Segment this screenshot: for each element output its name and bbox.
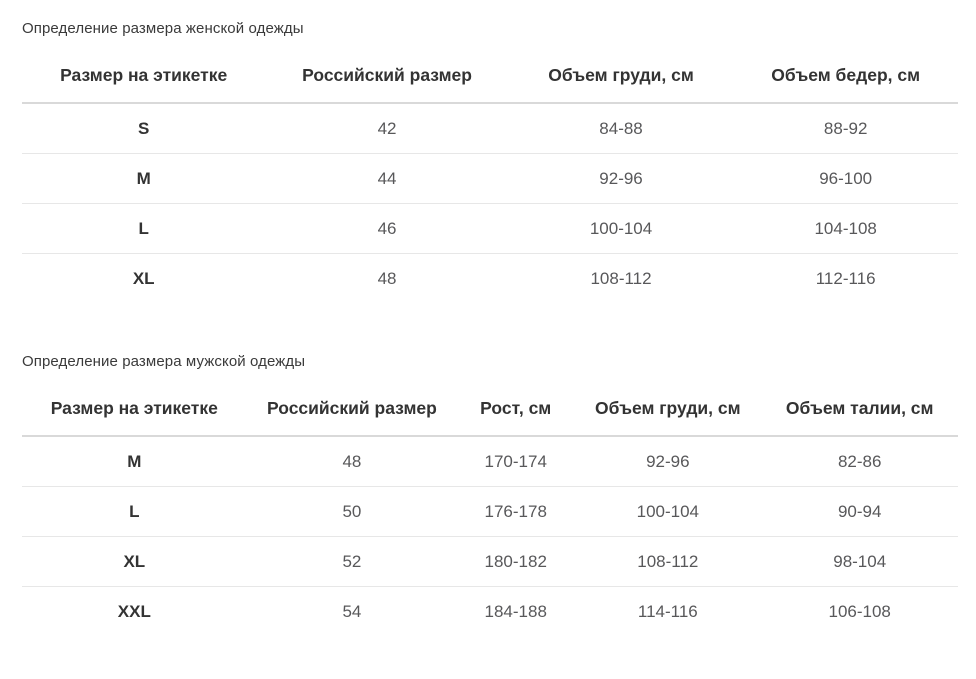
table-row: XL 48 108-112 112-116 (22, 253, 958, 303)
col-header-chest: Объем груди, см (574, 386, 762, 437)
value-cell: 82-86 (837, 451, 882, 471)
value-cell: 50 (246, 486, 458, 537)
col-header-chest: Объем груди, см (508, 53, 734, 104)
women-size-table: Размер на этикетке Российский размер Объ… (22, 53, 958, 303)
size-cell: XL (22, 536, 247, 587)
size-cell: XL (22, 253, 266, 303)
size-cell: XXL (22, 586, 247, 636)
table-row: XL 52 180-182 108-112 98-104 (22, 536, 958, 587)
value-cell: 48 (342, 451, 362, 471)
value-cell: 96-100 (733, 153, 958, 204)
value-cell: 100-104 (508, 203, 734, 254)
value-cell: 112-116 (733, 253, 958, 303)
value-cell: 184-188 (457, 586, 575, 636)
value-cell: 114-116 (574, 586, 762, 636)
table-row: S 42 84-88 88-92 (22, 103, 958, 154)
value-cell: 180-182 (457, 536, 575, 587)
value-cell: 44 (265, 153, 509, 204)
size-cell: L (22, 486, 247, 537)
men-header-row: Размер на этикетке Российский размер Рос… (22, 386, 958, 437)
size-cell: L (22, 203, 266, 254)
value-cell: 84-88 (599, 118, 643, 138)
size-cell: S (138, 118, 150, 138)
value-cell: 108-112 (508, 253, 734, 303)
value-cell: 92-96 (508, 153, 734, 204)
value-cell: 48 (265, 253, 509, 303)
value-cell: 42 (377, 118, 397, 138)
men-table-title: Определение размера мужской одежды (22, 353, 306, 370)
col-header-height: Рост, см (457, 386, 575, 437)
table-row: L 46 100-104 104-108 (22, 203, 958, 254)
size-cell: M (22, 153, 266, 204)
value-cell: 98-104 (761, 536, 958, 587)
value-cell: 108-112 (574, 536, 762, 587)
men-size-section: Определение размера мужской одежды Разме… (22, 353, 958, 636)
col-header-russian-size: Российский размер (265, 53, 509, 104)
value-cell: 92-96 (646, 451, 690, 471)
value-cell: 90-94 (761, 486, 958, 537)
table-row: M 44 92-96 96-100 (22, 153, 958, 204)
value-cell: 100-104 (574, 486, 762, 537)
col-header-hips: Объем бедер, см (733, 53, 958, 104)
table-row: M 48 170-174 92-96 82-86 (22, 436, 958, 487)
col-header-label-size: Размер на этикетке (22, 53, 266, 104)
value-cell: 52 (246, 536, 458, 587)
table-row: L 50 176-178 100-104 90-94 (22, 486, 958, 537)
value-cell: 106-108 (761, 586, 958, 636)
table-row: XXL 54 184-188 114-116 106-108 (22, 586, 958, 636)
women-table-title: Определение размера женской одежды (22, 20, 304, 37)
women-size-section: Определение размера женской одежды Разме… (22, 20, 958, 303)
value-cell: 176-178 (457, 486, 575, 537)
value-cell: 46 (265, 203, 509, 254)
value-cell: 170-174 (484, 451, 547, 471)
value-cell: 54 (246, 586, 458, 636)
col-header-russian-size: Российский размер (246, 386, 458, 437)
women-header-row: Размер на этикетке Российский размер Объ… (22, 53, 958, 104)
value-cell: 88-92 (823, 118, 868, 138)
col-header-waist: Объем талии, см (761, 386, 958, 437)
col-header-label-size: Размер на этикетке (22, 386, 247, 437)
size-cell: M (127, 451, 142, 471)
men-size-table: Размер на этикетке Российский размер Рос… (22, 386, 958, 636)
value-cell: 104-108 (733, 203, 958, 254)
